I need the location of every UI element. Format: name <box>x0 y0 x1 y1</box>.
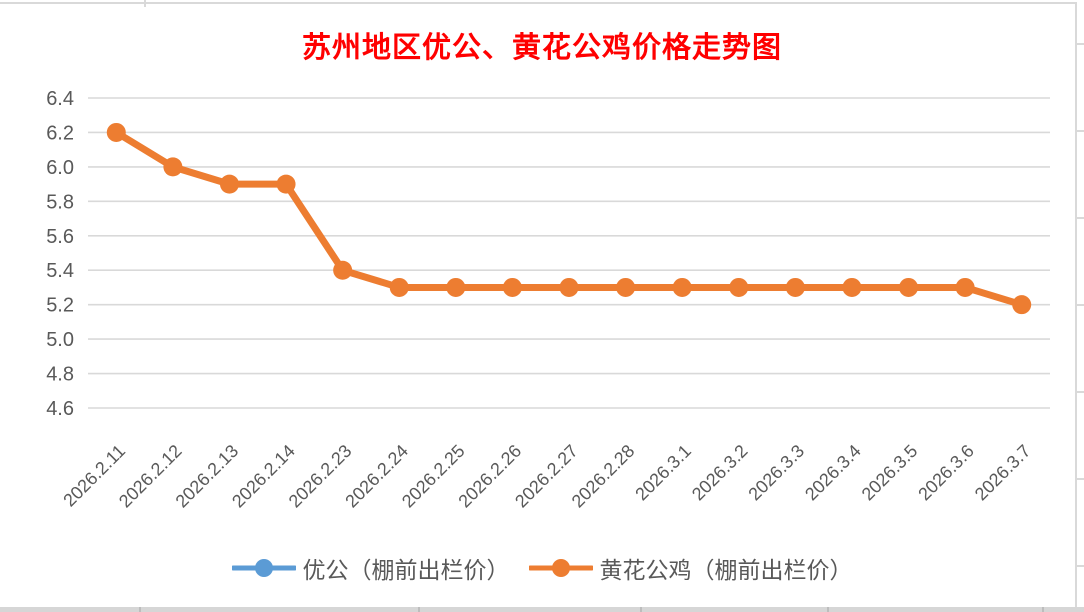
yougong-line-marker-icon <box>231 559 296 577</box>
data-point-marker <box>559 277 579 297</box>
data-point-marker <box>106 122 126 142</box>
x-axis-tick-label: 2026.3.7 <box>971 441 1035 505</box>
data-point-marker <box>219 174 239 194</box>
y-axis-tick-label: 6.4 <box>46 88 74 110</box>
data-point-marker <box>446 277 466 297</box>
x-axis-tick-label: 2026.3.6 <box>914 441 978 505</box>
legend-item-huanghua: 黄花公鸡（棚前出栏价） <box>528 551 853 585</box>
spreadsheet-row-tick <box>1077 304 1084 306</box>
x-axis-tick-label: 2026.3.4 <box>801 441 865 505</box>
legend-label-huanghua: 黄花公鸡（棚前出栏价） <box>599 558 853 583</box>
x-axis-tick-label: 2026.3.5 <box>858 441 922 505</box>
chart-title: 苏州地区优公、黄花公鸡价格走势图 <box>301 32 782 64</box>
bottom-bar-tick <box>418 607 420 612</box>
data-point-marker <box>729 277 749 297</box>
y-axis-tick-label: 4.8 <box>46 364 74 386</box>
spreadsheet-gridline-top <box>0 2 1076 4</box>
spreadsheet-row-tick <box>1077 130 1084 132</box>
data-point-marker <box>333 260 353 280</box>
data-point-marker <box>955 277 975 297</box>
bottom-bar-tick <box>139 607 141 612</box>
spreadsheet-row-tick <box>1077 43 1084 45</box>
legend-label-yougong: 优公（棚前出栏价） <box>302 558 510 583</box>
spreadsheet-row-tick <box>1077 478 1084 480</box>
bottom-bar-tick <box>1042 607 1044 612</box>
window-bottom-bar <box>0 607 1084 612</box>
y-axis-tick-label: 6.2 <box>46 122 74 144</box>
x-axis-tick-label: 2026.3.2 <box>688 441 752 505</box>
spreadsheet-row-tick <box>1077 217 1084 219</box>
legend: 优公（棚前出栏价） 黄花公鸡（棚前出栏价） <box>0 551 1084 585</box>
data-point-marker <box>672 277 692 297</box>
y-axis-tick-label: 5.6 <box>46 226 74 248</box>
x-axis-tick-label: 2026.3.1 <box>631 441 695 505</box>
y-axis-tick-label: 5.8 <box>46 191 74 213</box>
y-axis-tick-label: 5.4 <box>46 260 74 282</box>
legend-item-yougong: 优公（棚前出栏价） <box>231 551 510 585</box>
data-point-marker <box>616 277 636 297</box>
bottom-bar-tick <box>640 607 642 612</box>
data-point-marker <box>502 277 522 297</box>
y-axis-tick-label: 5.0 <box>46 329 74 351</box>
data-point-marker <box>389 277 409 297</box>
y-axis-tick-label: 4.6 <box>46 398 74 420</box>
data-point-marker <box>1012 295 1032 315</box>
spreadsheet-row-tick <box>1077 565 1084 567</box>
bottom-bar-tick <box>827 607 829 612</box>
y-axis-tick-label: 6.0 <box>46 157 74 179</box>
data-point-marker <box>276 174 296 194</box>
spreadsheet-column-tick <box>144 0 146 7</box>
data-point-marker <box>163 157 183 177</box>
spreadsheet-row-tick <box>1077 391 1084 393</box>
huanghua-line-marker-icon <box>528 559 593 577</box>
data-point-marker <box>842 277 862 297</box>
data-point-marker <box>785 277 805 297</box>
spreadsheet-gridline-right <box>1075 2 1077 607</box>
x-axis-tick-label: 2026.3.3 <box>744 441 808 505</box>
data-point-marker <box>899 277 919 297</box>
y-axis-tick-label: 5.2 <box>46 295 74 317</box>
